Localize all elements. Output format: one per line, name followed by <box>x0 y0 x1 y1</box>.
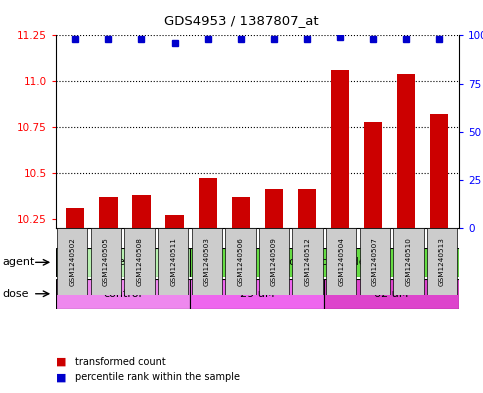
Bar <box>192 228 222 295</box>
Text: GDS4953 / 1387807_at: GDS4953 / 1387807_at <box>164 14 319 27</box>
Text: GSM1240505: GSM1240505 <box>103 237 109 286</box>
Bar <box>265 189 283 228</box>
Bar <box>231 197 250 228</box>
Bar <box>331 70 349 228</box>
Bar <box>397 74 415 228</box>
Text: GSM1240510: GSM1240510 <box>405 237 412 286</box>
Bar <box>298 189 316 228</box>
Text: GSM1240507: GSM1240507 <box>372 237 378 286</box>
Text: percentile rank within the sample: percentile rank within the sample <box>75 372 240 382</box>
Bar <box>99 197 117 228</box>
Bar <box>190 279 325 309</box>
Bar <box>427 228 457 295</box>
Text: dose: dose <box>2 289 29 299</box>
Text: GSM1240504: GSM1240504 <box>338 237 344 286</box>
Bar <box>199 178 217 228</box>
Text: GSM1240506: GSM1240506 <box>237 237 243 286</box>
Bar <box>360 228 390 295</box>
Text: 29 uM: 29 uM <box>240 289 274 299</box>
Bar <box>225 228 256 295</box>
Text: GSM1240511: GSM1240511 <box>170 237 176 286</box>
Bar <box>158 228 188 295</box>
Text: 62 uM: 62 uM <box>374 289 409 299</box>
Bar <box>326 228 356 295</box>
Bar <box>166 215 184 228</box>
Text: GSM1240503: GSM1240503 <box>204 237 210 286</box>
Text: ■: ■ <box>56 356 66 367</box>
Text: GSM1240509: GSM1240509 <box>271 237 277 286</box>
Bar <box>190 248 459 277</box>
Bar <box>57 228 87 295</box>
Bar <box>259 228 289 295</box>
Text: control: control <box>103 289 142 299</box>
Bar <box>132 195 151 228</box>
Text: GSM1240502: GSM1240502 <box>70 237 75 286</box>
Text: GSM1240512: GSM1240512 <box>305 237 311 286</box>
Text: cobalt chloride: cobalt chloride <box>283 257 366 267</box>
Bar <box>66 208 85 228</box>
Bar <box>56 279 190 309</box>
Bar <box>56 248 190 277</box>
Bar <box>393 228 424 295</box>
Bar <box>91 228 121 295</box>
Bar <box>293 228 323 295</box>
Text: GSM1240513: GSM1240513 <box>439 237 445 286</box>
Bar <box>125 228 155 295</box>
Bar <box>325 279 459 309</box>
Text: transformed count: transformed count <box>75 356 166 367</box>
Text: agent: agent <box>2 257 35 267</box>
Bar <box>364 121 382 228</box>
Text: GSM1240508: GSM1240508 <box>137 237 142 286</box>
Bar <box>430 114 448 228</box>
Text: untreated: untreated <box>95 257 150 267</box>
Text: ■: ■ <box>56 372 66 382</box>
